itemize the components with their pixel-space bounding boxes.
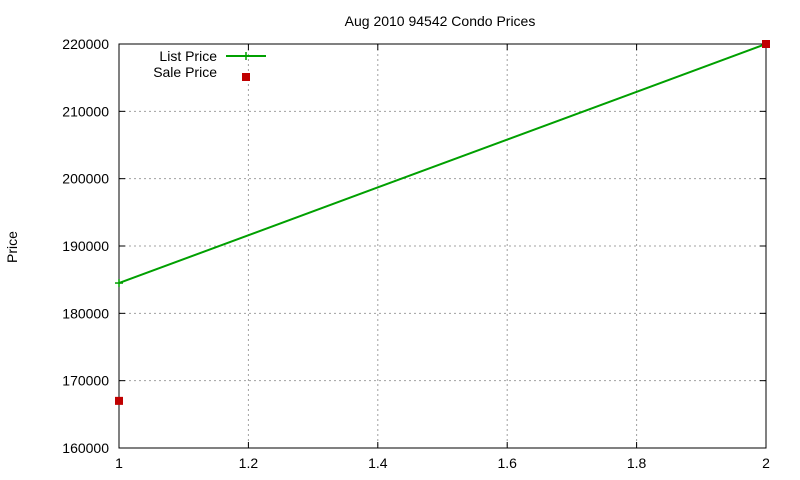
legend-label-sale-price: Sale Price (153, 64, 217, 80)
x-tick-label: 2 (762, 455, 770, 471)
y-tick-label: 210000 (62, 103, 109, 119)
y-tick-label: 190000 (62, 238, 109, 254)
sale-price-point (762, 40, 770, 48)
x-tick-label: 1 (115, 455, 123, 471)
y-tick-label: 200000 (62, 171, 109, 187)
grid (119, 44, 766, 448)
x-tick-label: 1.2 (239, 455, 259, 471)
x-tick-label: 1.6 (497, 455, 517, 471)
y-tick-label: 180000 (62, 305, 109, 321)
x-tick-label: 1.8 (627, 455, 647, 471)
plot-frame (118, 43, 767, 449)
list-price-line (118, 43, 767, 284)
x-tick-label: 1.4 (368, 455, 388, 471)
y-tick-label: 220000 (62, 36, 109, 52)
y-axis-label: Price (4, 231, 20, 263)
legend-label-list-price: List Price (159, 48, 217, 64)
series-group (115, 40, 770, 405)
sale-price-point (115, 396, 123, 405)
axis-ticks: 1 1.2 1.4 1.6 1.8 2 160000 170000 180000 190000 20… (62, 36, 770, 471)
y-tick-label: 170000 (62, 373, 109, 389)
list-price-point (115, 279, 123, 288)
chart-title: Aug 2010 94542 Condo Prices (345, 13, 536, 29)
y-tick-label: 160000 (62, 440, 109, 456)
legend-swatch-marker-sale-price (242, 73, 250, 81)
